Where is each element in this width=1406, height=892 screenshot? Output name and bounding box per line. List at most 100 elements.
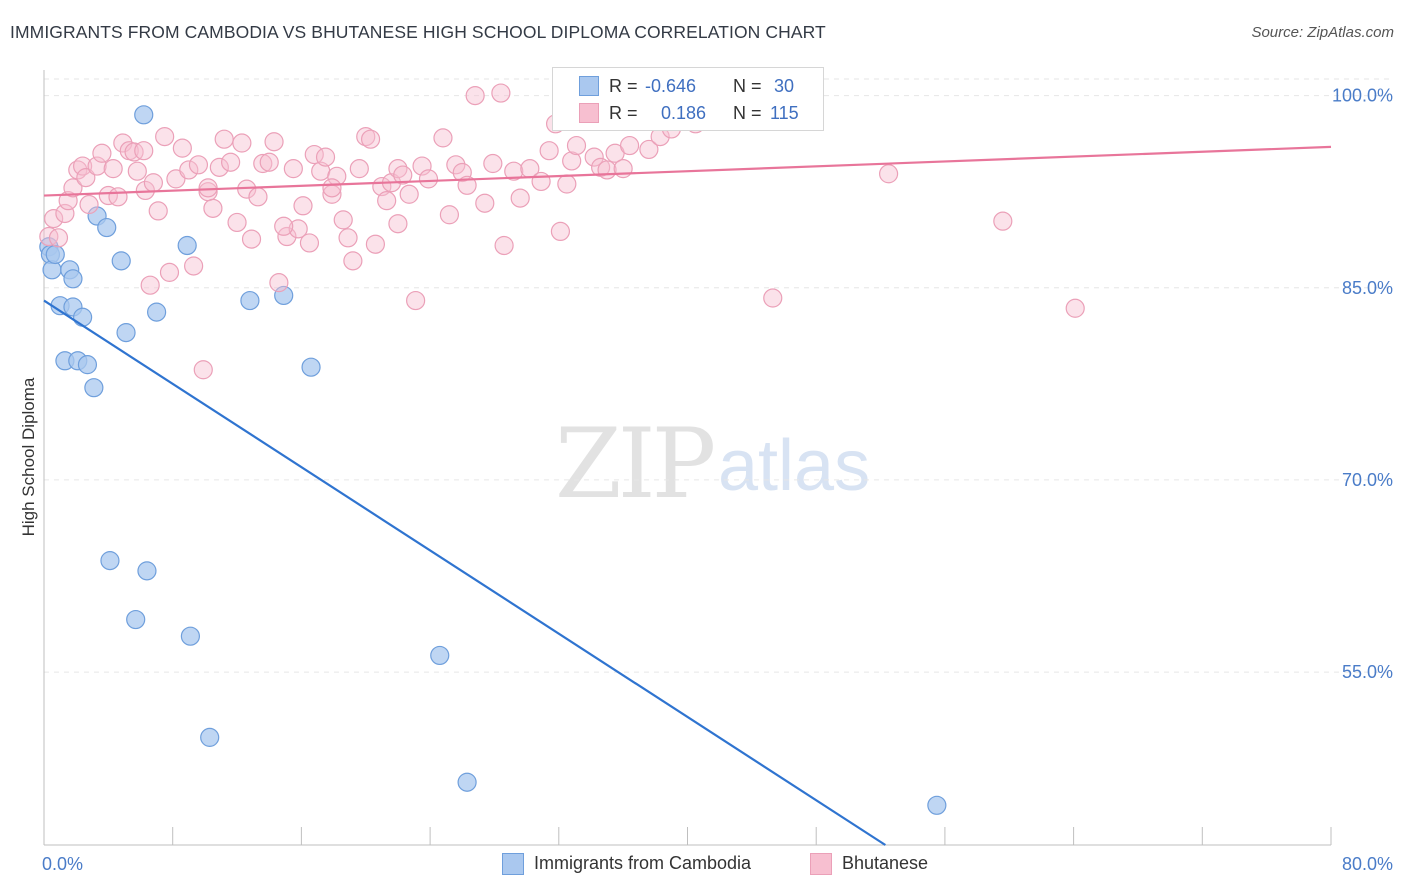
- point-bhutanese: [58, 191, 78, 211]
- legend-n-value-bhutanese: 115: [770, 102, 799, 123]
- point-bhutanese: [103, 159, 123, 179]
- point-bhutanese: [48, 228, 69, 248]
- trend-lines: [43, 145, 1332, 846]
- point-bhutanese: [87, 156, 107, 176]
- trend-line-bhutanese: [43, 145, 1332, 197]
- point-bhutanese: [221, 152, 241, 172]
- point-bhutanese: [55, 203, 75, 224]
- legend-swatch-bhutanese: [579, 103, 599, 123]
- point-bhutanese: [134, 141, 154, 161]
- axes: [43, 70, 1332, 846]
- point-cambodia: [200, 727, 220, 747]
- point-bhutanese: [377, 191, 397, 211]
- legend-r-label: R =: [609, 75, 638, 96]
- point-bhutanese: [44, 208, 64, 229]
- point-bhutanese: [993, 211, 1013, 231]
- x-tick-label-min: 0.0%: [42, 854, 83, 874]
- point-bhutanese: [333, 210, 353, 230]
- point-bhutanese: [232, 133, 252, 153]
- axis-labels: 55.0% 70.0% 85.0% 100.0% 0.0% 80.0% High Schoo…: [19, 86, 1393, 874]
- point-bhutanese: [557, 174, 577, 194]
- point-bhutanese: [108, 187, 128, 207]
- point-cambodia: [180, 626, 200, 646]
- point-bhutanese: [550, 221, 571, 242]
- point-bhutanese: [475, 193, 495, 213]
- point-bhutanese: [198, 178, 218, 198]
- point-bhutanese: [299, 233, 320, 253]
- point-bhutanese: [140, 275, 160, 295]
- legend-swatch-cambodia: [502, 853, 524, 875]
- point-bhutanese: [248, 187, 268, 207]
- point-cambodia: [116, 323, 136, 343]
- point-bhutanese: [465, 86, 485, 106]
- y-tick-label: 85.0%: [1342, 278, 1393, 298]
- point-bhutanese: [98, 185, 118, 206]
- point-bhutanese: [322, 178, 342, 198]
- point-bhutanese: [878, 164, 899, 184]
- series-legend: Immigrants from Cambodia Bhutanese: [0, 852, 1406, 878]
- point-bhutanese: [360, 129, 381, 149]
- point-bhutanese: [63, 178, 83, 198]
- point-bhutanese: [269, 273, 289, 293]
- point-bhutanese: [143, 173, 163, 193]
- point-bhutanese: [349, 159, 369, 179]
- point-bhutanese: [315, 147, 336, 167]
- point-cambodia: [45, 244, 65, 265]
- point-bhutanese: [214, 129, 234, 149]
- legend-label-cambodia: Immigrants from Cambodia: [534, 853, 752, 873]
- point-bhutanese: [79, 194, 99, 215]
- point-cambodia: [63, 269, 83, 289]
- x-tick-label-max: 80.0%: [1342, 854, 1393, 874]
- point-bhutanese: [76, 168, 96, 188]
- legend-r-label: R =: [609, 102, 638, 123]
- point-cambodia: [147, 302, 167, 322]
- point-bhutanese: [418, 169, 439, 189]
- point-bhutanese: [1065, 298, 1085, 318]
- point-bhutanese: [283, 159, 303, 179]
- point-bhutanese: [399, 184, 419, 204]
- point-bhutanese: [343, 251, 363, 271]
- point-bhutanese: [124, 142, 144, 162]
- source-label: Source: ZipAtlas.com: [1251, 24, 1394, 41]
- grid-lines: [44, 78, 1392, 673]
- point-bhutanese: [639, 139, 659, 160]
- point-cambodia: [111, 251, 131, 271]
- point-bhutanese: [148, 201, 168, 221]
- point-bhutanese: [179, 160, 199, 180]
- point-bhutanese: [253, 153, 273, 174]
- point-bhutanese: [531, 171, 551, 192]
- point-bhutanese: [184, 256, 204, 276]
- point-cambodia: [457, 772, 477, 792]
- watermark-zip: ZIP: [555, 408, 716, 520]
- point-bhutanese: [566, 135, 587, 156]
- point-cambodia: [240, 290, 260, 311]
- point-cambodia: [126, 609, 146, 630]
- point-bhutanese: [452, 162, 472, 183]
- point-bhutanese: [227, 212, 247, 233]
- point-bhutanese: [39, 226, 59, 247]
- point-bhutanese: [264, 132, 284, 152]
- point-cambodia: [927, 795, 947, 815]
- point-bhutanese: [494, 235, 514, 256]
- chart-title: IMMIGRANTS FROM CAMBODIA VS BHUTANESE HI…: [10, 22, 826, 42]
- point-bhutanese: [763, 288, 783, 308]
- point-bhutanese: [293, 196, 313, 216]
- point-bhutanese: [127, 161, 147, 181]
- watermark-atlas: atlas: [718, 426, 871, 506]
- point-bhutanese: [209, 157, 229, 177]
- point-bhutanese: [159, 262, 180, 282]
- point-cambodia: [77, 355, 98, 375]
- point-bhutanese: [446, 155, 466, 175]
- point-bhutanese: [388, 214, 408, 234]
- point-bhutanese: [188, 155, 209, 175]
- y-tick-label: 70.0%: [1342, 470, 1393, 490]
- point-bhutanese: [241, 229, 262, 249]
- point-bhutanese: [193, 360, 213, 380]
- point-cambodia: [97, 217, 117, 238]
- data-points: [39, 83, 1085, 815]
- point-bhutanese: [504, 161, 524, 181]
- y-tick-label: 55.0%: [1342, 662, 1393, 682]
- point-bhutanese: [510, 188, 530, 208]
- point-bhutanese: [562, 151, 582, 171]
